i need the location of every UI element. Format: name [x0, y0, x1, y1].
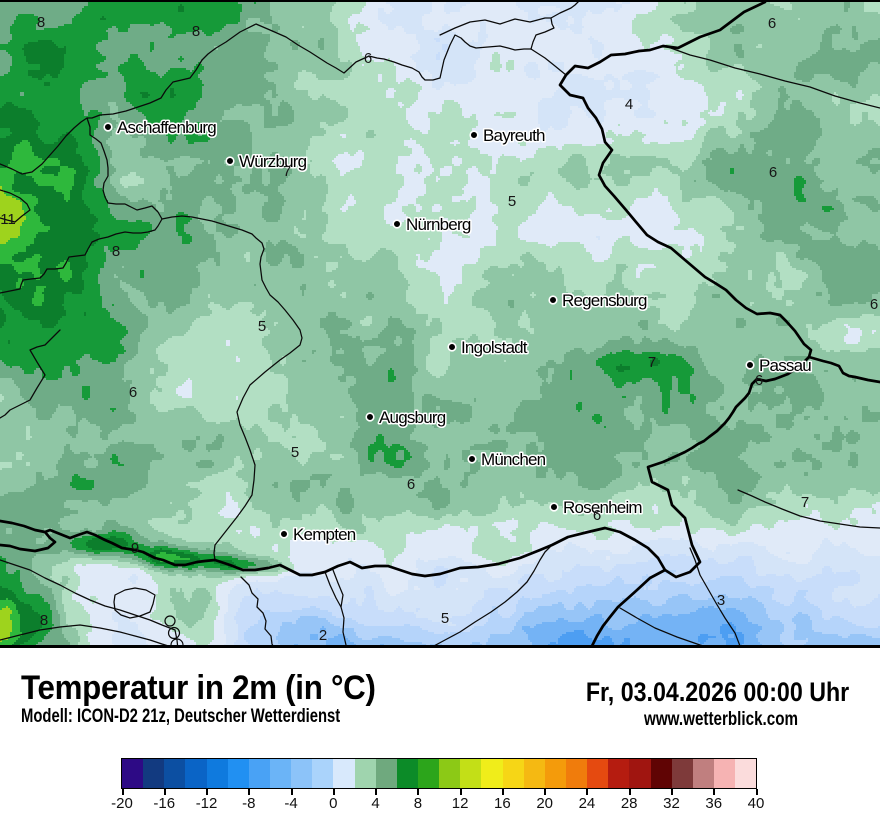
svg-text:9: 9 — [131, 540, 139, 557]
svg-text:8: 8 — [112, 243, 120, 260]
svg-text:München: München — [481, 450, 546, 469]
svg-text:8: 8 — [192, 23, 200, 40]
svg-text:8: 8 — [40, 612, 48, 629]
svg-text:Kempten: Kempten — [293, 525, 356, 544]
svg-text:6: 6 — [364, 50, 372, 67]
svg-text:5: 5 — [258, 318, 266, 335]
svg-text:5: 5 — [441, 610, 449, 627]
svg-text:6: 6 — [407, 476, 415, 493]
svg-text:Nürnberg: Nürnberg — [406, 215, 471, 234]
svg-text:Passau: Passau — [759, 356, 811, 375]
svg-text:Würzburg: Würzburg — [239, 152, 307, 171]
svg-text:2: 2 — [319, 627, 327, 644]
svg-text:11: 11 — [0, 211, 16, 228]
svg-text:5: 5 — [508, 193, 516, 210]
svg-text:8: 8 — [37, 14, 45, 31]
svg-text:Regensburg: Regensburg — [562, 291, 647, 310]
svg-text:Ingolstadt: Ingolstadt — [461, 338, 528, 357]
svg-text:Aschaffenburg: Aschaffenburg — [117, 118, 216, 137]
svg-text:7: 7 — [283, 163, 291, 180]
svg-text:6: 6 — [129, 384, 137, 401]
svg-text:Rosenheim: Rosenheim — [563, 498, 642, 517]
svg-text:7: 7 — [648, 354, 656, 371]
svg-text:Augsburg: Augsburg — [379, 408, 446, 427]
svg-text:4: 4 — [625, 96, 633, 113]
svg-text:Bayreuth: Bayreuth — [483, 126, 545, 145]
svg-text:7: 7 — [801, 494, 809, 511]
svg-text:3: 3 — [717, 592, 725, 609]
svg-text:6: 6 — [768, 15, 776, 32]
svg-text:6: 6 — [593, 507, 601, 524]
svg-text:6: 6 — [870, 296, 878, 313]
svg-text:6: 6 — [769, 164, 777, 181]
svg-text:5: 5 — [291, 444, 299, 461]
svg-text:6: 6 — [755, 372, 763, 389]
